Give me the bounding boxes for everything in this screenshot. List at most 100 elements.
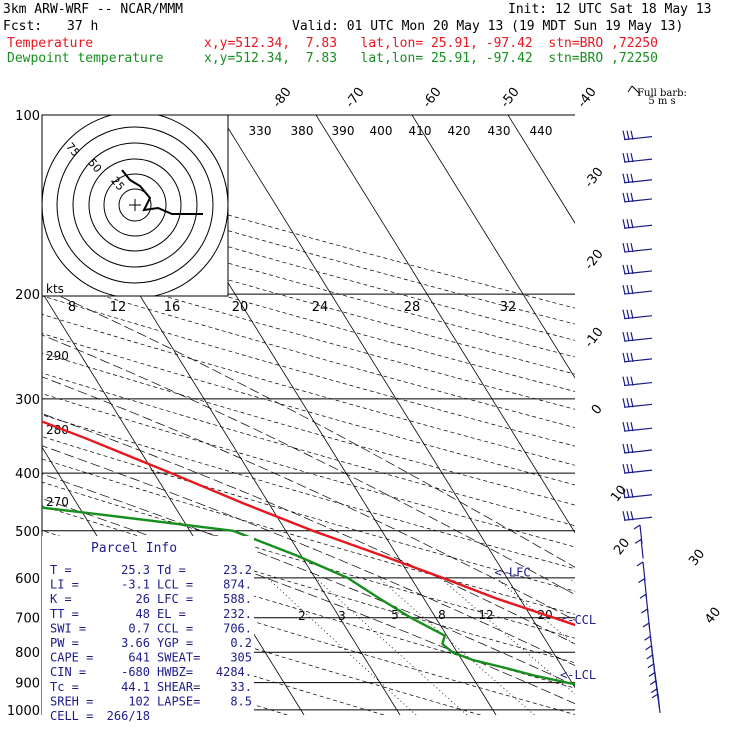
- dry-adiabat: [42, 295, 575, 447]
- parcel-row-label-2: LCL =: [157, 578, 193, 592]
- wind-barb-tick: [630, 219, 634, 229]
- level-label-lcl: <-LCL: [560, 668, 596, 682]
- wind-barb-tick: [622, 332, 626, 342]
- theta-e-label: 330: [249, 124, 272, 138]
- theta-e-label: 380: [291, 124, 314, 138]
- wind-barb-tick: [626, 219, 630, 229]
- hodograph-trace: [121, 169, 203, 215]
- wind-barb-tick: [622, 192, 626, 203]
- wind-barb-tick: [630, 242, 634, 253]
- parcel-row-value-2: 0.2: [230, 636, 252, 650]
- parcel-row-label: T =: [50, 563, 72, 577]
- mixing-ratio-label: 12: [478, 608, 493, 622]
- parcel-row-value-2: 4284.: [216, 665, 252, 679]
- wind-barb-tick: [630, 376, 634, 386]
- wind-barb-tick: [647, 663, 655, 669]
- valid-time: Valid: 01 UTC Mon 20 May 13 (19 MDT Sun …: [292, 19, 684, 34]
- wind-barb-tick: [646, 654, 654, 660]
- wind-barb-tick: [630, 284, 634, 295]
- wind-barbs: Full barb:5 m s: [622, 85, 687, 713]
- pressure-tick-label: 400: [15, 467, 40, 482]
- parcel-row-label: CIN =: [50, 665, 86, 679]
- parcel-row-value: 266/18: [107, 709, 150, 723]
- parcel-row-value: 44.1: [121, 680, 150, 694]
- parcel-row-value: 102: [128, 694, 150, 708]
- isotherm-label: -70: [343, 85, 368, 111]
- isotherm-label: 30: [686, 547, 708, 569]
- wind-barb-tick: [626, 332, 630, 342]
- wind-barb-tick: [622, 264, 626, 275]
- mixing-ratio-label: 8: [438, 608, 446, 622]
- theta-e-label: 410: [409, 124, 432, 138]
- theta-e-label: 420: [448, 124, 471, 138]
- temperature-legend-label: Temperature: [7, 36, 94, 51]
- pressure-tick-label: 500: [15, 525, 40, 540]
- model-title: 3km ARW-WRF -- NCAR/MMM: [3, 2, 184, 17]
- mixing-ratio-line: [378, 577, 535, 715]
- parcel-row-value: 25.3: [121, 563, 150, 577]
- isotherm-label: -10: [582, 325, 607, 351]
- wind-barb-tick: [626, 130, 630, 140]
- theta-e-label: 400: [370, 124, 393, 138]
- wind-barb-tick: [622, 173, 626, 183]
- mixing-ratio-label: 2: [298, 609, 306, 623]
- parcel-row-value-2: 588.: [223, 592, 252, 606]
- wind-barb-tick: [649, 680, 657, 686]
- mixing-ratio-line: [568, 577, 575, 584]
- barb-key-staff: [627, 85, 633, 93]
- isotherm-line: [411, 115, 575, 379]
- wind-barb-tick: [630, 309, 634, 319]
- mixing-ratio-label: 5: [391, 608, 399, 622]
- wind-barb-tick: [630, 488, 634, 498]
- wind-barb-tick: [630, 352, 634, 362]
- wind-barb-tick: [630, 511, 634, 521]
- moist-adiabat: [42, 498, 575, 705]
- isotherm-label: -60: [420, 85, 445, 111]
- wind-barb-staff: [640, 539, 644, 559]
- parcel-row-label-2: LFC =: [157, 592, 193, 606]
- parcel-row-value: 48: [136, 607, 150, 621]
- parcel-row-value-2: 23.2: [223, 563, 252, 577]
- parcel-row-value: 0.7: [128, 621, 150, 635]
- parcel-row-label-2: SHEAR=: [157, 680, 200, 694]
- wind-barb-tick: [622, 219, 626, 229]
- wind-barb-tick: [630, 192, 634, 203]
- dry-adiabat: [42, 242, 575, 392]
- wind-barb-tick: [622, 398, 626, 408]
- isotherm-line: [604, 115, 740, 715]
- isotherm-label: -20: [582, 247, 607, 273]
- isotherm-label: 40: [702, 605, 724, 627]
- speed-tick-label: 28: [404, 300, 421, 315]
- wind-barb-tick: [645, 645, 652, 651]
- wind-barb-tick: [630, 173, 634, 183]
- wind-barb-tick: [622, 488, 626, 498]
- parcel-row-value: 641: [128, 651, 150, 665]
- isotherm-label: 10: [608, 483, 630, 505]
- parcel-row-value-2: 874.: [223, 578, 252, 592]
- isotherm-label: 0: [589, 402, 606, 418]
- dry-adiabat: [42, 414, 575, 570]
- parcel-row-value: 3.66: [121, 636, 150, 650]
- parcel-row-label: Tc =: [50, 680, 79, 694]
- wind-barb-tick: [626, 376, 630, 386]
- parcel-row-label-2: EL =: [157, 607, 186, 621]
- wind-barb-tick: [626, 309, 630, 319]
- wind-barb-tick: [630, 464, 634, 474]
- pressure-tick-label: 600: [15, 572, 40, 587]
- wind-barb-tick: [651, 693, 659, 699]
- parcel-row-label-2: HWBZ=: [157, 665, 193, 679]
- wind-barb-tick: [630, 152, 634, 163]
- wind-barb-tick: [634, 538, 642, 544]
- pressure-tick-label: 700: [15, 612, 40, 627]
- temperature-profile: [42, 420, 575, 627]
- wind-barb-tick: [626, 284, 630, 295]
- temperature-legend-info: x,y=512.34, 7.83 lat,lon= 25.91, -97.42 …: [204, 36, 658, 51]
- barb-key-label: Full barb:: [637, 88, 687, 99]
- speed-tick-label: 20: [232, 300, 249, 315]
- wind-barb-tick: [626, 173, 630, 183]
- parcel-row-label-2: LAPSE=: [157, 694, 200, 708]
- isotherm-line: [0, 115, 16, 715]
- parcel-row-label-2: YGP =: [157, 636, 193, 650]
